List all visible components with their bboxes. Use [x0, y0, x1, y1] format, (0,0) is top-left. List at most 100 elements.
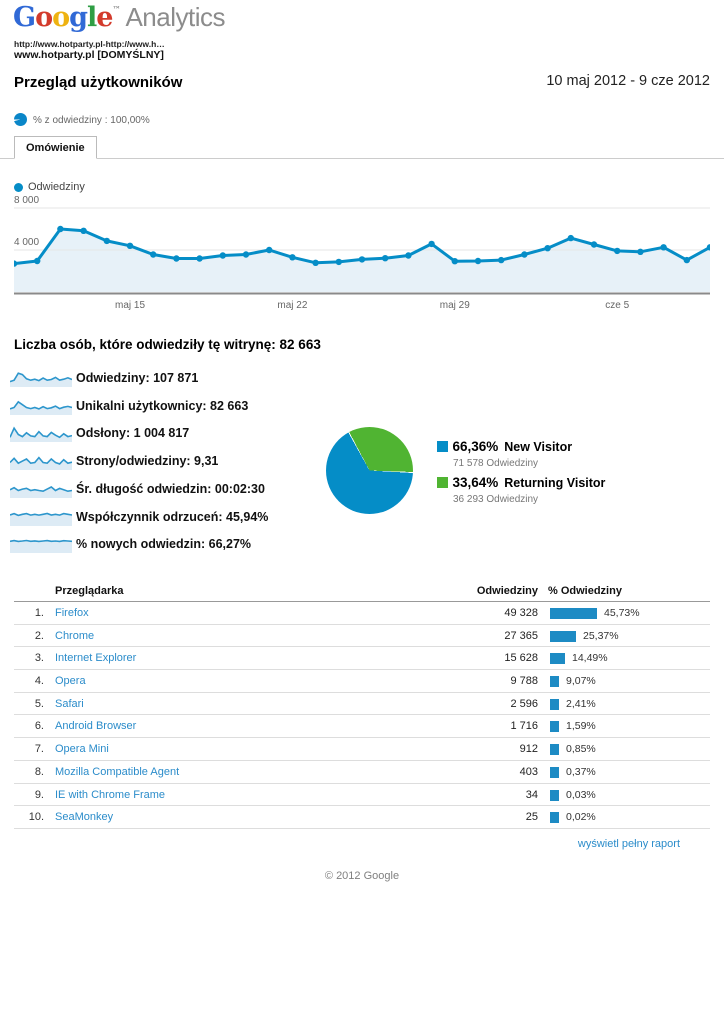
legend-square-new-visitor: [437, 441, 448, 452]
returning-visitor-value: 36 293 Odwiedziny: [453, 494, 539, 505]
table-row: 5. Safari 2 596 2,41%: [14, 693, 710, 716]
row-pct: 25,37%: [583, 629, 619, 642]
profile-url: http://www.hotparty.pl-http://www.h…: [14, 39, 165, 49]
series-legend-label: Odwiedziny: [28, 181, 85, 193]
trademark-mark: ™: [112, 4, 121, 14]
series-legend-dot: [14, 183, 23, 192]
browser-link[interactable]: Opera Mini: [55, 743, 109, 756]
table-row: 10. SeaMonkey 25 0,02%: [14, 806, 710, 829]
legend-square-returning-visitor: [437, 477, 448, 488]
table-row: 2. Chrome 27 365 25,37%: [14, 625, 710, 648]
profile-name: www.hotparty.pl [DOMYŚLNY]: [14, 49, 164, 61]
pie-legend-item-new: 66,36% New Visitor 71 578 Odwiedziny: [437, 438, 572, 469]
y-axis-tick-4000: 4 000: [14, 237, 40, 248]
metric-label: Śr. długość odwiedzin: 00:02:30: [76, 481, 265, 496]
row-visits: 2 596: [510, 697, 538, 710]
metric-sparkline: [10, 400, 72, 415]
metric-label: Współczynnik odrzuceń: 45,94%: [76, 509, 269, 524]
pct-bar: [550, 744, 559, 756]
metric-sparkline: [10, 426, 72, 443]
browser-link[interactable]: Opera: [55, 675, 86, 688]
row-rank: 4.: [34, 675, 44, 688]
pct-bar: [550, 812, 559, 824]
browser-link[interactable]: Android Browser: [55, 720, 137, 733]
row-rank: 1.: [34, 607, 44, 619]
pct-bar: [550, 721, 559, 733]
row-pct: 2,41%: [566, 697, 596, 710]
table-row: 6. Android Browser 1 716 1,59%: [14, 715, 710, 739]
metric-sparkline: [10, 512, 72, 526]
browser-link[interactable]: Mozilla Compatible Agent: [55, 765, 180, 778]
x-axis-tick-label: maj 22: [277, 300, 308, 311]
returning-visitor-label: Returning Visitor: [504, 476, 606, 490]
row-rank: 8.: [34, 765, 44, 778]
row-rank: 6.: [34, 720, 44, 733]
browsers-table: Przeglądarka Odwiedziny % Odwiedziny 1. F…: [14, 584, 710, 829]
row-pct: 14,49%: [572, 652, 608, 665]
metric-label: Unikalni użytkownicy: 82 663: [76, 398, 249, 413]
row-visits: 34: [525, 788, 538, 801]
logo-word-analytics: Analytics: [125, 2, 225, 32]
table-row: 1. Firefox 49 328 45,73%: [14, 602, 710, 625]
pct-bar: [550, 698, 559, 710]
metric-label: Odwiedziny: 107 871: [76, 371, 199, 385]
new-visitor-label: New Visitor: [504, 440, 573, 454]
copyright: © 2012 Google: [324, 870, 400, 882]
tab-omowienie[interactable]: Omówienie: [14, 136, 97, 159]
browser-link[interactable]: IE with Chrome Frame: [55, 788, 166, 801]
pct-bar: [550, 653, 565, 665]
x-axis-tick-label: maj 29: [439, 300, 470, 311]
col-header-pct: % Odwiedziny: [548, 585, 622, 597]
table-row: 9. IE with Chrome Frame 34 0,03%: [14, 784, 710, 807]
table-row: 8. Mozilla Compatible Agent 403 0,37%: [14, 761, 710, 784]
col-header-visits: Odwiedziny: [476, 585, 538, 597]
row-visits: 912: [519, 743, 538, 756]
browser-link[interactable]: Internet Explorer: [55, 652, 137, 665]
date-range: 10 maj 2012 - 9 cze 2012: [546, 73, 710, 89]
browser-link[interactable]: SeaMonkey: [55, 811, 114, 824]
visitor-type-pie-chart: [326, 427, 413, 514]
row-rank: 5.: [34, 697, 44, 710]
row-pct: 0,03%: [566, 788, 596, 801]
page-title: Przegląd użytkowników: [14, 74, 183, 91]
metric-label: Odsłony: 1 004 817: [76, 426, 190, 441]
pct-bar: [550, 766, 559, 778]
row-pct: 0,37%: [566, 765, 596, 778]
metric-sparkline: [10, 485, 72, 498]
row-pct: 0,85%: [566, 743, 596, 756]
row-visits: 27 365: [504, 629, 538, 642]
row-visits: 9 788: [510, 675, 538, 688]
site-visitors-headline: Liczba osób, które odwiedziły tę witrynę…: [14, 337, 321, 352]
pct-bar: [550, 608, 597, 619]
metric-label: Strony/odwiedziny: 9,31: [76, 454, 219, 469]
row-visits: 25: [525, 811, 538, 824]
col-header-browser: Przeglądarka: [55, 585, 124, 597]
google-analytics-logo: Google™ Analytics: [13, 2, 225, 33]
full-report-link[interactable]: wyświetl pełny raport: [577, 838, 680, 850]
pie-legend-item-returning: 33,64% Returning Visitor 36 293 Odwiedzin…: [437, 474, 605, 505]
row-rank: 3.: [34, 652, 44, 665]
table-row: 3. Internet Explorer 15 628 14,49%: [14, 647, 710, 671]
new-visitor-value: 71 578 Odwiedziny: [453, 458, 539, 469]
browser-link[interactable]: Chrome: [55, 629, 95, 642]
row-visits: 49 328: [504, 607, 538, 619]
table-header-row: Przeglądarka Odwiedziny % Odwiedziny: [14, 584, 710, 602]
row-rank: 10.: [28, 811, 44, 824]
table-row: 7. Opera Mini 912 0,85%: [14, 738, 710, 761]
row-pct: 0,02%: [566, 811, 596, 824]
row-pct: 9,07%: [566, 675, 596, 688]
row-rank: 9.: [34, 788, 44, 801]
table-row: 4. Opera 9 788 9,07%: [14, 670, 710, 693]
logo-word-google: Google: [13, 2, 113, 33]
metric-sparkline: [10, 372, 72, 387]
x-axis-tick-label: cze 5: [605, 300, 630, 311]
metrics-list: Odwiedziny: 107 871 Unikalni użytkownicy:…: [0, 369, 724, 569]
row-rank: 2.: [34, 629, 44, 642]
row-visits: 403: [519, 765, 538, 778]
tabbar-divider: [0, 158, 724, 159]
browser-link[interactable]: Firefox: [55, 607, 89, 619]
x-axis-tick-label: maj 15: [114, 300, 146, 311]
segment-pie-icon: [14, 113, 27, 126]
browser-link[interactable]: Safari: [55, 697, 84, 710]
